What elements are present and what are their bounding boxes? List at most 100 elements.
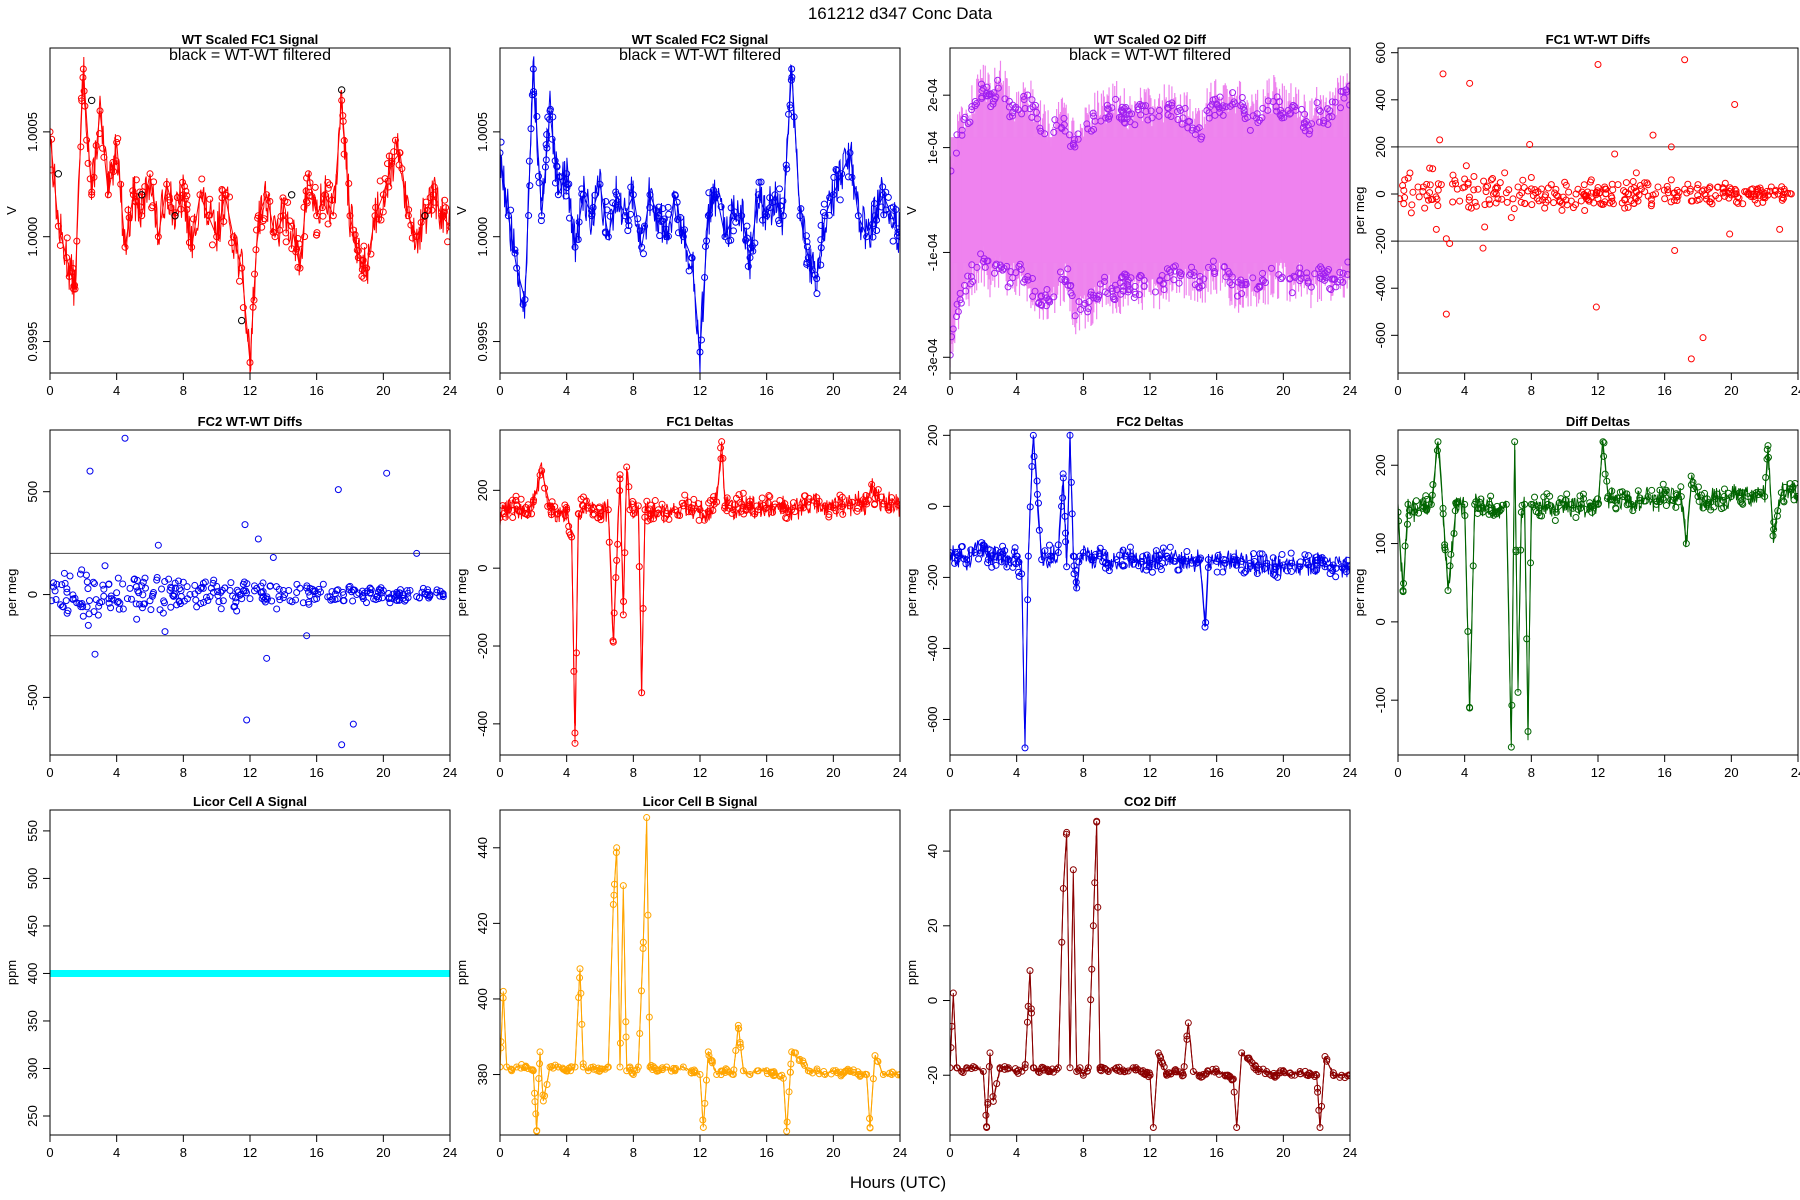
data-point: [251, 270, 259, 278]
data-point: [645, 1013, 653, 1021]
data-point: [139, 591, 147, 599]
data-point: [958, 1067, 966, 1075]
data-point: [1286, 110, 1294, 118]
data-point: [787, 104, 795, 112]
data-point: [674, 229, 682, 237]
data-point: [372, 596, 380, 604]
data-point: [1461, 500, 1469, 508]
data-point: [428, 206, 436, 214]
data-point: [83, 578, 91, 586]
x-tick-label: 16: [1657, 383, 1671, 398]
data-point: [1069, 141, 1077, 149]
y-tick-label: 40: [925, 844, 940, 858]
data-point: [1694, 483, 1702, 491]
x-tick-label: 20: [826, 383, 840, 398]
data-point: [803, 258, 811, 266]
data-point: [1328, 98, 1336, 106]
data-point: [1730, 190, 1738, 198]
data-point: [691, 1067, 699, 1075]
data-point: [1124, 1067, 1132, 1075]
data-point: [1474, 185, 1482, 193]
data-point: [894, 232, 900, 240]
data-point: [790, 113, 798, 121]
data-point: [377, 216, 385, 224]
data-point: [655, 1066, 663, 1074]
data-point: [284, 198, 292, 206]
data-point: [960, 281, 968, 289]
data-point: [579, 1060, 587, 1068]
data-point: [1648, 200, 1656, 208]
data-point: [1524, 728, 1532, 736]
data-point: [1250, 550, 1258, 558]
data-point: [961, 113, 969, 121]
data-point: [296, 584, 304, 592]
x-tick-label: 4: [1013, 765, 1020, 780]
data-point: [84, 159, 92, 167]
data-point: [796, 504, 804, 512]
data-point: [1342, 86, 1350, 94]
data-point: [803, 243, 811, 251]
data-point: [1544, 184, 1552, 192]
data-point: [1183, 1032, 1191, 1040]
data-point: [1403, 520, 1411, 528]
data-point: [1757, 187, 1765, 195]
data-point: [1202, 619, 1210, 627]
data-point: [530, 496, 538, 504]
data-point: [110, 167, 118, 175]
data-point: [1482, 188, 1490, 196]
data-point: [1165, 554, 1173, 562]
data-point: [848, 498, 856, 506]
x-tick-label: 0: [496, 383, 503, 398]
data-point: [1220, 556, 1228, 564]
data-point: [1479, 244, 1487, 252]
data-point: [616, 487, 624, 495]
data-point: [1054, 541, 1062, 549]
data-point: [1415, 509, 1423, 517]
data-point: [433, 586, 441, 594]
data-point: [63, 254, 71, 262]
data-point: [717, 203, 725, 211]
data-point: [1326, 285, 1334, 293]
data-point: [100, 585, 108, 593]
data-point: [1401, 542, 1409, 550]
data-point: [313, 229, 321, 237]
data-point: [1175, 279, 1183, 287]
data-point: [953, 313, 961, 321]
data-point: [871, 212, 879, 220]
data-point: [1339, 278, 1347, 286]
data-point: [200, 598, 208, 606]
data-point: [959, 1069, 967, 1077]
data-point: [1214, 551, 1222, 559]
data-point: [167, 603, 175, 611]
data-point: [833, 167, 841, 175]
data-point: [173, 193, 181, 201]
data-point: [349, 597, 357, 605]
data-point: [285, 587, 293, 595]
y-axis-label: per meg: [4, 569, 19, 617]
data-point: [621, 549, 629, 557]
data-point: [258, 223, 266, 231]
data-point: [288, 598, 296, 606]
data-point: [1489, 509, 1497, 517]
filtered-point: [87, 96, 96, 105]
data-point: [241, 521, 249, 529]
data-point: [1216, 108, 1224, 116]
data-point: [1070, 562, 1078, 570]
data-point: [313, 231, 321, 239]
data-point: [736, 1040, 744, 1048]
x-tick-label: 12: [1591, 383, 1605, 398]
data-point: [276, 226, 284, 234]
data-point: [1093, 818, 1101, 826]
data-point: [701, 273, 709, 281]
data-point: [1021, 104, 1029, 112]
data-point: [1673, 186, 1681, 194]
data-point: [635, 563, 643, 571]
data-point: [1211, 1068, 1219, 1076]
data-point: [1399, 588, 1407, 596]
data-point: [328, 196, 336, 204]
data-point: [610, 880, 618, 888]
data-point: [1582, 193, 1590, 201]
data-point: [1225, 1073, 1233, 1081]
data-point: [160, 599, 168, 607]
data-point: [827, 1070, 835, 1078]
